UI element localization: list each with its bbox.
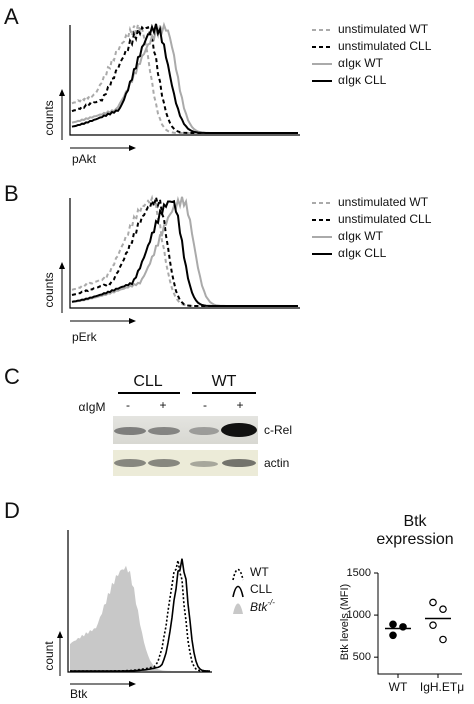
band	[221, 423, 257, 437]
legend-label: Btk-/-	[250, 598, 275, 614]
band-label: actin	[264, 456, 289, 470]
y-tick-label: 500	[353, 651, 371, 663]
band	[190, 461, 218, 467]
legend-label: αIgκ WT	[338, 56, 384, 70]
band	[148, 427, 180, 435]
data-point	[439, 605, 447, 613]
histogram-curve	[70, 558, 210, 672]
axis	[69, 198, 300, 309]
y-label: counts	[42, 272, 56, 307]
histogram-curve	[71, 23, 298, 134]
x-label: pAkt	[72, 152, 97, 166]
band	[189, 427, 219, 435]
legend-label: unstimulated CLL	[338, 39, 432, 53]
legend-label: WT	[250, 565, 269, 579]
group-label: WT	[212, 373, 237, 390]
legend-label: unstimulated WT	[338, 195, 429, 209]
histogram-curve	[71, 25, 298, 134]
band	[148, 459, 180, 467]
y-tick-label: 1000	[347, 609, 371, 621]
axis	[67, 530, 212, 673]
legend-label: αIgκ CLL	[338, 246, 387, 260]
band	[114, 427, 146, 435]
histogram-curve	[71, 196, 298, 307]
y-label: count	[42, 641, 56, 671]
y-label: counts	[42, 100, 56, 135]
legend-swatch	[232, 568, 244, 581]
histogram-curve	[71, 195, 298, 307]
x-label: Btk	[70, 687, 88, 701]
legend-label: αIgκ CLL	[338, 73, 387, 87]
data-point	[389, 620, 397, 629]
lane-label: -	[126, 398, 130, 412]
data-point	[389, 631, 397, 640]
histogram-curve	[71, 20, 298, 134]
data-point	[429, 598, 437, 607]
data-point	[429, 621, 437, 629]
legend-sup: -/-	[267, 598, 275, 607]
x-tick-label: IgH.ETμ	[420, 680, 464, 694]
panel-label: A	[4, 4, 19, 29]
lane-label: +	[159, 398, 166, 412]
axis	[377, 573, 462, 675]
x-tick-label: WT	[389, 680, 408, 694]
panel-label: B	[4, 181, 19, 206]
legend-label: unstimulated WT	[338, 22, 429, 36]
histogram-curve	[71, 194, 298, 307]
legend-label: αIgκ WT	[338, 229, 384, 243]
y-label: Btk levels (MFI)	[339, 584, 351, 660]
legend-swatch	[232, 585, 244, 598]
treatment-label: αIgM	[79, 400, 106, 414]
panel-label: C	[4, 364, 20, 389]
x-label: pErk	[72, 330, 98, 344]
group-label: CLL	[133, 373, 162, 390]
band	[114, 459, 146, 467]
band-label: c-Rel	[264, 423, 292, 437]
panel-label: D	[4, 498, 20, 523]
legend-swatch	[233, 603, 243, 614]
legend-label: unstimulated CLL	[338, 212, 432, 226]
chart-title: Btk expression	[376, 513, 454, 548]
data-point	[439, 635, 447, 644]
legend-label: CLL	[250, 582, 272, 596]
band	[222, 459, 256, 467]
histogram-fill	[70, 565, 210, 671]
histogram-curve	[71, 199, 298, 307]
axis	[69, 25, 300, 136]
lane-label: -	[203, 398, 207, 412]
lane-label: +	[236, 398, 243, 412]
y-tick-label: 1500	[347, 567, 371, 579]
legend-text: Btk	[250, 600, 268, 614]
